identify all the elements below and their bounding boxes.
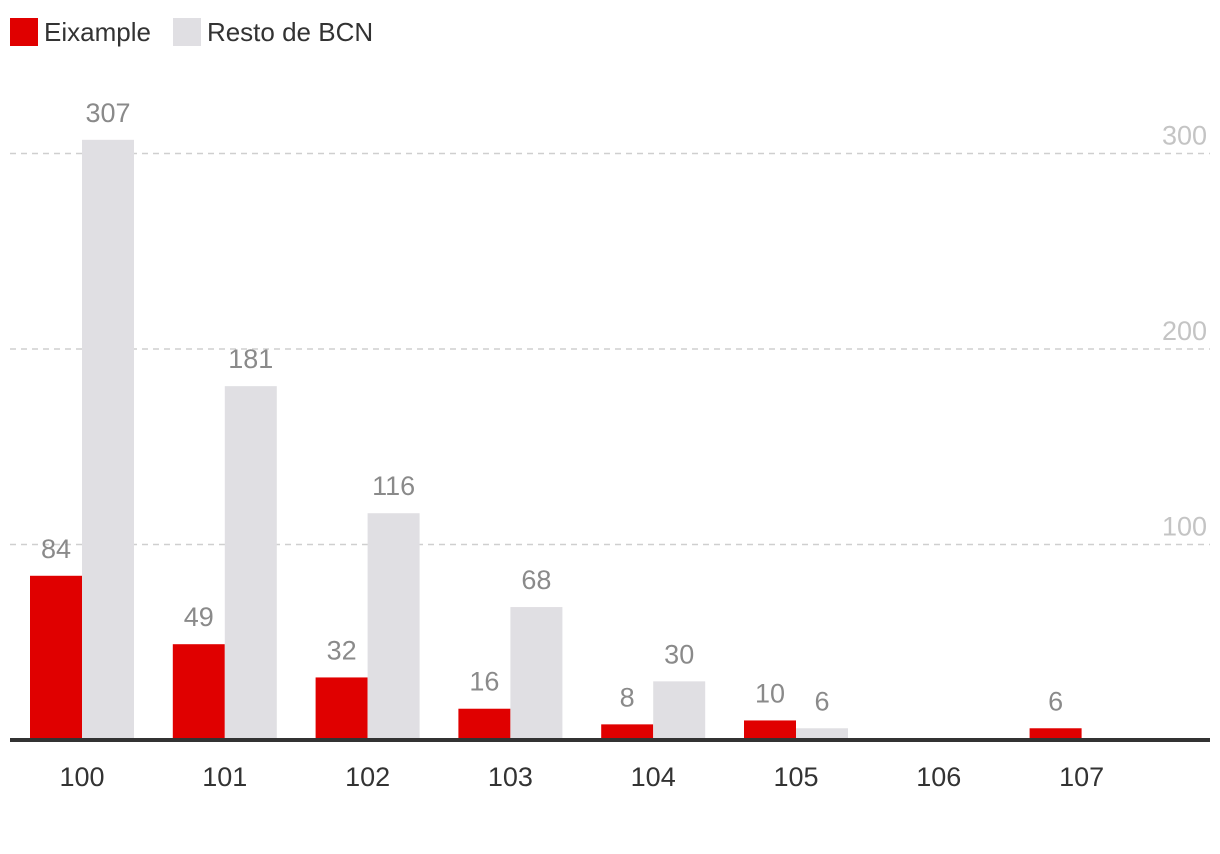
x-tick-label-103: 103 [488, 762, 533, 792]
bar-eixample-104 [601, 724, 654, 740]
legend-item-resto-de-bcn: Resto de BCN [172, 16, 374, 48]
label-layer: 1002003008430710049181101321161021668103… [41, 98, 1207, 792]
bar-resto-de-bcn-105 [796, 728, 848, 740]
data-label-resto-de-bcn-100: 307 [85, 98, 130, 128]
data-label-resto-de-bcn-101: 181 [228, 344, 273, 374]
bar-resto-de-bcn-101 [224, 386, 277, 740]
bar-eixample-101 [172, 644, 225, 740]
data-label-eixample-104: 8 [620, 682, 635, 712]
x-tick-label-102: 102 [345, 762, 390, 792]
x-tick-label-106: 106 [916, 762, 961, 792]
y-tick-label-300: 300 [1162, 121, 1207, 151]
x-tick-label-107: 107 [1059, 762, 1104, 792]
data-label-eixample-101: 49 [184, 602, 214, 632]
legend-label-resto-de-bcn: Resto de BCN [206, 16, 374, 47]
bar-resto-de-bcn-104 [653, 681, 706, 740]
bar-eixample-103 [458, 708, 511, 740]
bar-eixample-100 [30, 575, 82, 740]
data-label-resto-de-bcn-103: 68 [521, 565, 551, 595]
legend-label-eixample: Eixample [44, 16, 151, 47]
data-label-resto-de-bcn-105: 6 [814, 686, 829, 716]
legend: Eixample Resto de BCN [10, 16, 395, 48]
data-label-eixample-102: 32 [327, 635, 357, 665]
bar-eixample-105 [744, 720, 796, 740]
x-tick-label-105: 105 [773, 762, 818, 792]
bar-resto-de-bcn-103 [510, 607, 563, 740]
data-label-eixample-103: 16 [469, 667, 499, 697]
x-tick-label-101: 101 [202, 762, 247, 792]
legend-swatch-resto-de-bcn [172, 18, 201, 46]
bar-layer [30, 139, 1082, 740]
data-label-resto-de-bcn-102: 116 [372, 471, 415, 501]
bar-eixample-107 [1029, 728, 1082, 740]
data-label-resto-de-bcn-104: 30 [664, 639, 694, 669]
legend-item-eixample: Eixample [10, 17, 151, 48]
x-tick-label-100: 100 [59, 762, 104, 792]
data-label-eixample-107: 6 [1048, 686, 1063, 716]
bar-resto-de-bcn-100 [82, 139, 134, 740]
y-tick-label-100: 100 [1162, 512, 1207, 542]
grid-layer [10, 152, 1210, 546]
legend-swatch-eixample [10, 18, 38, 46]
bar-resto-de-bcn-102 [367, 513, 420, 740]
y-tick-label-200: 200 [1162, 316, 1207, 346]
x-tick-label-104: 104 [631, 762, 676, 792]
data-label-eixample-100: 84 [41, 534, 71, 564]
data-label-eixample-105: 10 [755, 678, 785, 708]
bar-eixample-102 [315, 677, 368, 740]
